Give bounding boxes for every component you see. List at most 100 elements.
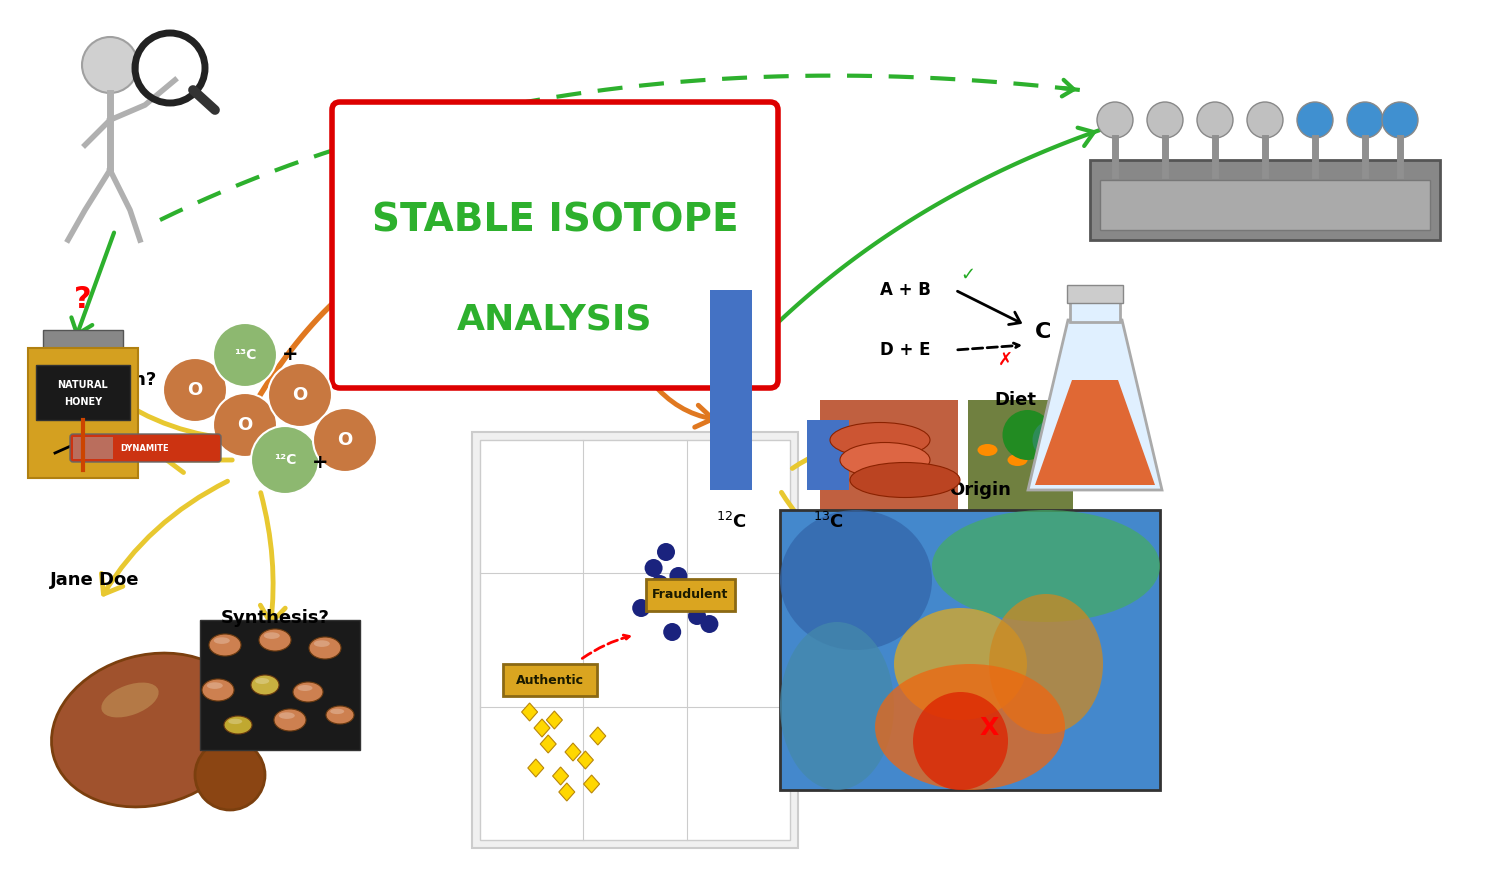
- Bar: [200, 620, 360, 750]
- Ellipse shape: [102, 682, 158, 718]
- Polygon shape: [534, 719, 549, 737]
- Ellipse shape: [850, 462, 960, 498]
- Text: ✓: ✓: [960, 266, 975, 284]
- Polygon shape: [584, 775, 600, 793]
- Polygon shape: [1035, 380, 1156, 485]
- Ellipse shape: [932, 510, 1160, 622]
- Ellipse shape: [275, 709, 306, 731]
- Polygon shape: [558, 783, 575, 801]
- Ellipse shape: [1038, 464, 1057, 476]
- Polygon shape: [1029, 320, 1162, 490]
- Ellipse shape: [208, 682, 222, 689]
- Circle shape: [669, 567, 687, 585]
- Text: Fraudulent: Fraudulent: [652, 588, 729, 602]
- Circle shape: [651, 575, 669, 593]
- Ellipse shape: [251, 675, 279, 695]
- Text: Diet: Diet: [994, 391, 1036, 409]
- Text: Authentic: Authentic: [517, 673, 584, 687]
- Circle shape: [1383, 102, 1418, 138]
- Ellipse shape: [209, 634, 240, 656]
- Circle shape: [163, 358, 227, 422]
- Circle shape: [1297, 102, 1333, 138]
- Circle shape: [196, 740, 264, 810]
- Ellipse shape: [841, 442, 930, 478]
- Circle shape: [1247, 102, 1282, 138]
- Ellipse shape: [330, 709, 345, 714]
- Circle shape: [1147, 102, 1182, 138]
- Circle shape: [1347, 102, 1383, 138]
- Polygon shape: [529, 759, 543, 777]
- Ellipse shape: [779, 510, 932, 650]
- Ellipse shape: [779, 622, 894, 790]
- Circle shape: [314, 408, 378, 472]
- Ellipse shape: [224, 716, 252, 734]
- Text: Jane Doe: Jane Doe: [51, 571, 140, 589]
- Ellipse shape: [51, 653, 248, 807]
- Bar: [472, 432, 797, 848]
- Text: STABLE ISOTOPE: STABLE ISOTOPE: [372, 201, 739, 239]
- Bar: [779, 510, 1160, 790]
- FancyBboxPatch shape: [646, 579, 735, 611]
- FancyBboxPatch shape: [70, 434, 221, 462]
- Ellipse shape: [914, 692, 1008, 790]
- Circle shape: [213, 393, 278, 457]
- Circle shape: [82, 37, 137, 93]
- Circle shape: [688, 607, 706, 625]
- Ellipse shape: [988, 594, 1103, 734]
- Text: +: +: [282, 346, 299, 364]
- Text: ¹³C: ¹³C: [234, 348, 257, 362]
- Polygon shape: [578, 751, 593, 769]
- Circle shape: [632, 599, 649, 617]
- Text: O: O: [237, 416, 252, 434]
- Bar: [28, 348, 137, 478]
- Ellipse shape: [309, 637, 340, 659]
- Text: O: O: [188, 381, 203, 399]
- Circle shape: [657, 543, 675, 561]
- Bar: [1090, 160, 1441, 240]
- Text: D + E: D + E: [879, 341, 930, 359]
- Text: ¹²C: ¹²C: [273, 453, 296, 467]
- Circle shape: [663, 623, 681, 641]
- Ellipse shape: [213, 637, 230, 644]
- Polygon shape: [590, 727, 606, 745]
- Circle shape: [676, 591, 694, 609]
- Polygon shape: [540, 735, 557, 753]
- Text: O: O: [337, 431, 352, 449]
- Bar: [43, 330, 122, 348]
- Ellipse shape: [228, 719, 242, 724]
- Bar: [711, 290, 752, 490]
- Text: Origin: Origin: [950, 481, 1011, 499]
- Text: $^{12}$C: $^{12}$C: [715, 512, 746, 532]
- Bar: [1070, 300, 1120, 322]
- Text: $^{13}$C: $^{13}$C: [812, 512, 844, 532]
- Bar: [73, 437, 113, 459]
- Bar: [808, 420, 850, 490]
- Text: O: O: [293, 386, 308, 404]
- FancyBboxPatch shape: [503, 664, 597, 696]
- Text: DYNAMITE: DYNAMITE: [121, 444, 169, 453]
- Circle shape: [1097, 102, 1133, 138]
- Ellipse shape: [894, 608, 1027, 720]
- Ellipse shape: [875, 664, 1065, 790]
- Text: NATURAL: NATURAL: [58, 380, 109, 390]
- Ellipse shape: [255, 678, 269, 684]
- Bar: [36, 365, 130, 420]
- Ellipse shape: [297, 685, 312, 691]
- Circle shape: [1033, 420, 1072, 460]
- Ellipse shape: [202, 679, 234, 701]
- Circle shape: [1002, 410, 1053, 460]
- Text: ✗: ✗: [997, 351, 1012, 369]
- Bar: [820, 400, 957, 530]
- Text: +: +: [312, 453, 328, 471]
- Ellipse shape: [1008, 454, 1027, 466]
- Circle shape: [251, 426, 320, 494]
- Text: A + B: A + B: [879, 281, 930, 299]
- Ellipse shape: [830, 423, 930, 457]
- Ellipse shape: [264, 633, 279, 639]
- Ellipse shape: [314, 641, 330, 647]
- Polygon shape: [546, 711, 563, 729]
- Circle shape: [682, 583, 700, 601]
- Ellipse shape: [258, 629, 291, 651]
- Polygon shape: [552, 767, 569, 785]
- Ellipse shape: [978, 444, 997, 456]
